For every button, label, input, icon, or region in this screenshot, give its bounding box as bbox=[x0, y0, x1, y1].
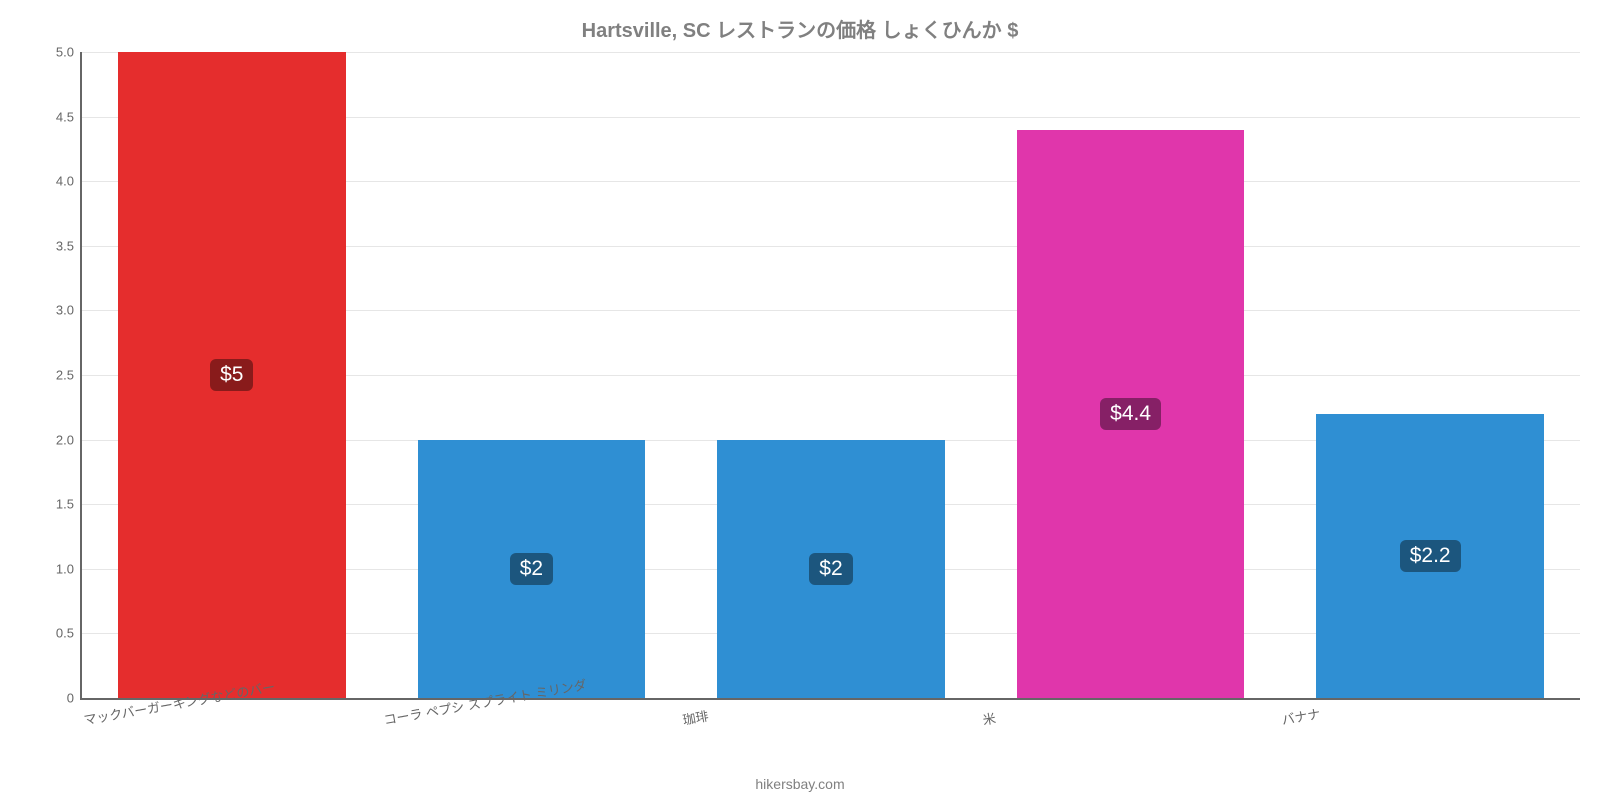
ytick-label: 2.0 bbox=[56, 432, 82, 447]
bar: $5 bbox=[118, 52, 346, 698]
ytick-label: 1.0 bbox=[56, 561, 82, 576]
ytick-label: 4.0 bbox=[56, 174, 82, 189]
bar-slot: $2珈琲 bbox=[681, 52, 981, 698]
ytick-label: 2.5 bbox=[56, 368, 82, 383]
bar: $2 bbox=[717, 440, 945, 698]
xtick-label: バナナ bbox=[1280, 703, 1322, 728]
ytick-label: 5.0 bbox=[56, 45, 82, 60]
ytick-label: 0.5 bbox=[56, 626, 82, 641]
ytick-label: 3.0 bbox=[56, 303, 82, 318]
bar: $4.4 bbox=[1017, 130, 1245, 698]
ytick-label: 1.5 bbox=[56, 497, 82, 512]
bar-value-label: $2 bbox=[809, 553, 852, 585]
xtick-label: 珈琲 bbox=[681, 705, 710, 728]
bar-slot: $5マックバーガーキングなどのバー bbox=[82, 52, 382, 698]
bar-slot: $4.4米 bbox=[981, 52, 1281, 698]
ytick-label: 4.5 bbox=[56, 109, 82, 124]
bar-value-label: $4.4 bbox=[1100, 398, 1161, 430]
chart-plot-area: $5マックバーガーキングなどのバー$2コーラ ペプシ スプライト ミリンダ$2珈… bbox=[80, 52, 1580, 700]
bar-slot: $2コーラ ペプシ スプライト ミリンダ bbox=[382, 52, 682, 698]
chart-title: Hartsville, SC レストランの価格 しょくひんか $ bbox=[0, 14, 1600, 43]
bar: $2 bbox=[418, 440, 646, 698]
bar-value-label: $2.2 bbox=[1400, 540, 1461, 572]
bar-slot: $2.2バナナ bbox=[1280, 52, 1580, 698]
ytick-label: 0 bbox=[67, 691, 82, 706]
ytick-label: 3.5 bbox=[56, 238, 82, 253]
bar-value-label: $2 bbox=[510, 553, 553, 585]
bar-value-label: $5 bbox=[210, 359, 253, 391]
attribution-text: hikersbay.com bbox=[0, 776, 1600, 792]
bar: $2.2 bbox=[1316, 414, 1544, 698]
chart-bars: $5マックバーガーキングなどのバー$2コーラ ペプシ スプライト ミリンダ$2珈… bbox=[82, 52, 1580, 698]
xtick-label: 米 bbox=[981, 708, 997, 729]
